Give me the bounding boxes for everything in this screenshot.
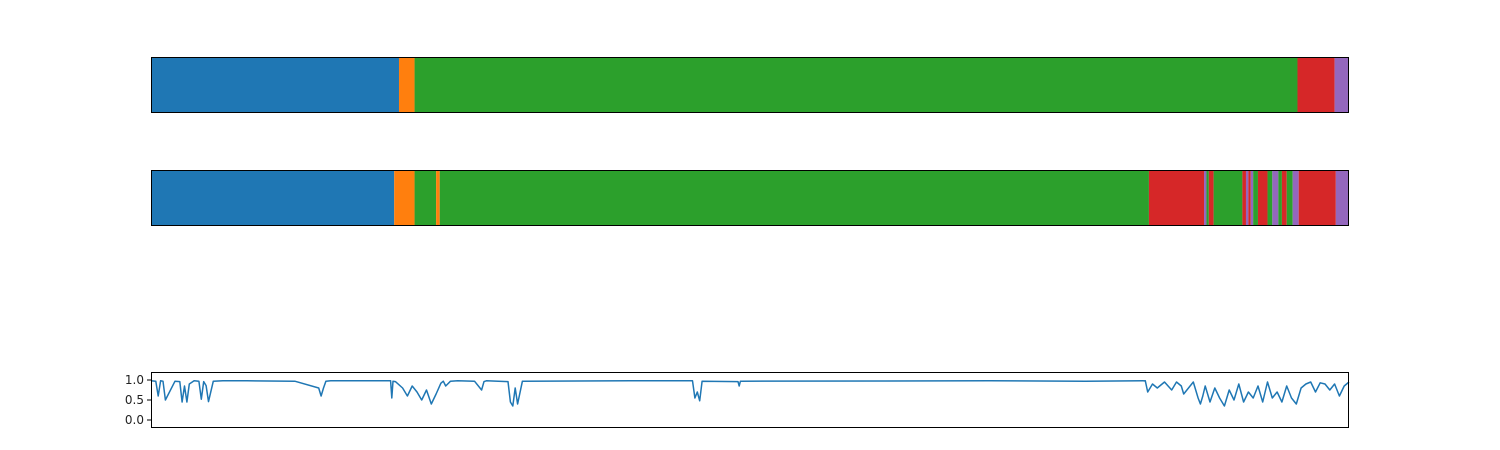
segment-green-4 xyxy=(439,170,1149,226)
segment-red-8 xyxy=(1208,170,1214,226)
panel-frame xyxy=(151,57,1349,113)
segment-orange-1 xyxy=(394,170,415,226)
segment-green-20 xyxy=(1286,170,1293,226)
segment-red-5 xyxy=(1148,170,1205,226)
y-tick-label: 0.5 xyxy=(125,393,144,407)
probability-line-plot: 0.0 0.5 1.0 xyxy=(125,372,1350,428)
segment-orange-1 xyxy=(398,57,415,113)
segment-blue-0 xyxy=(151,170,395,226)
segment-green-18 xyxy=(1278,170,1282,226)
segment-red-19 xyxy=(1281,170,1287,226)
segment-green-7 xyxy=(1206,170,1209,226)
segmentation-bar-top xyxy=(151,57,1349,113)
segment-green-9 xyxy=(1213,170,1243,226)
segment-purple-17 xyxy=(1272,170,1279,226)
segmentation-bar-middle xyxy=(151,170,1349,226)
segment-purple-21 xyxy=(1292,170,1299,226)
y-tick-label: 1.0 xyxy=(125,373,144,387)
segment-red-15 xyxy=(1257,170,1268,226)
segment-red-22 xyxy=(1298,170,1336,226)
line-series-0 xyxy=(150,380,1350,407)
segment-green-2 xyxy=(414,170,437,226)
segment-purple-13 xyxy=(1250,170,1254,226)
segment-purple-23 xyxy=(1335,170,1349,226)
segment-purple-4 xyxy=(1334,57,1349,113)
segment-red-10 xyxy=(1242,170,1246,226)
segment-green-2 xyxy=(414,57,1298,113)
segment-green-14 xyxy=(1253,170,1258,226)
segment-purple-6 xyxy=(1204,170,1207,226)
segment-red-3 xyxy=(1297,57,1335,113)
segment-blue-0 xyxy=(151,57,399,113)
segment-green-16 xyxy=(1267,170,1273,226)
segment-red-12 xyxy=(1248,170,1251,226)
segment-orange-3 xyxy=(436,170,440,226)
line-plot-frame xyxy=(151,372,1349,428)
y-tick-label: 0.0 xyxy=(125,413,144,427)
segment-purple-11 xyxy=(1245,170,1249,226)
panel-frame xyxy=(151,170,1349,226)
